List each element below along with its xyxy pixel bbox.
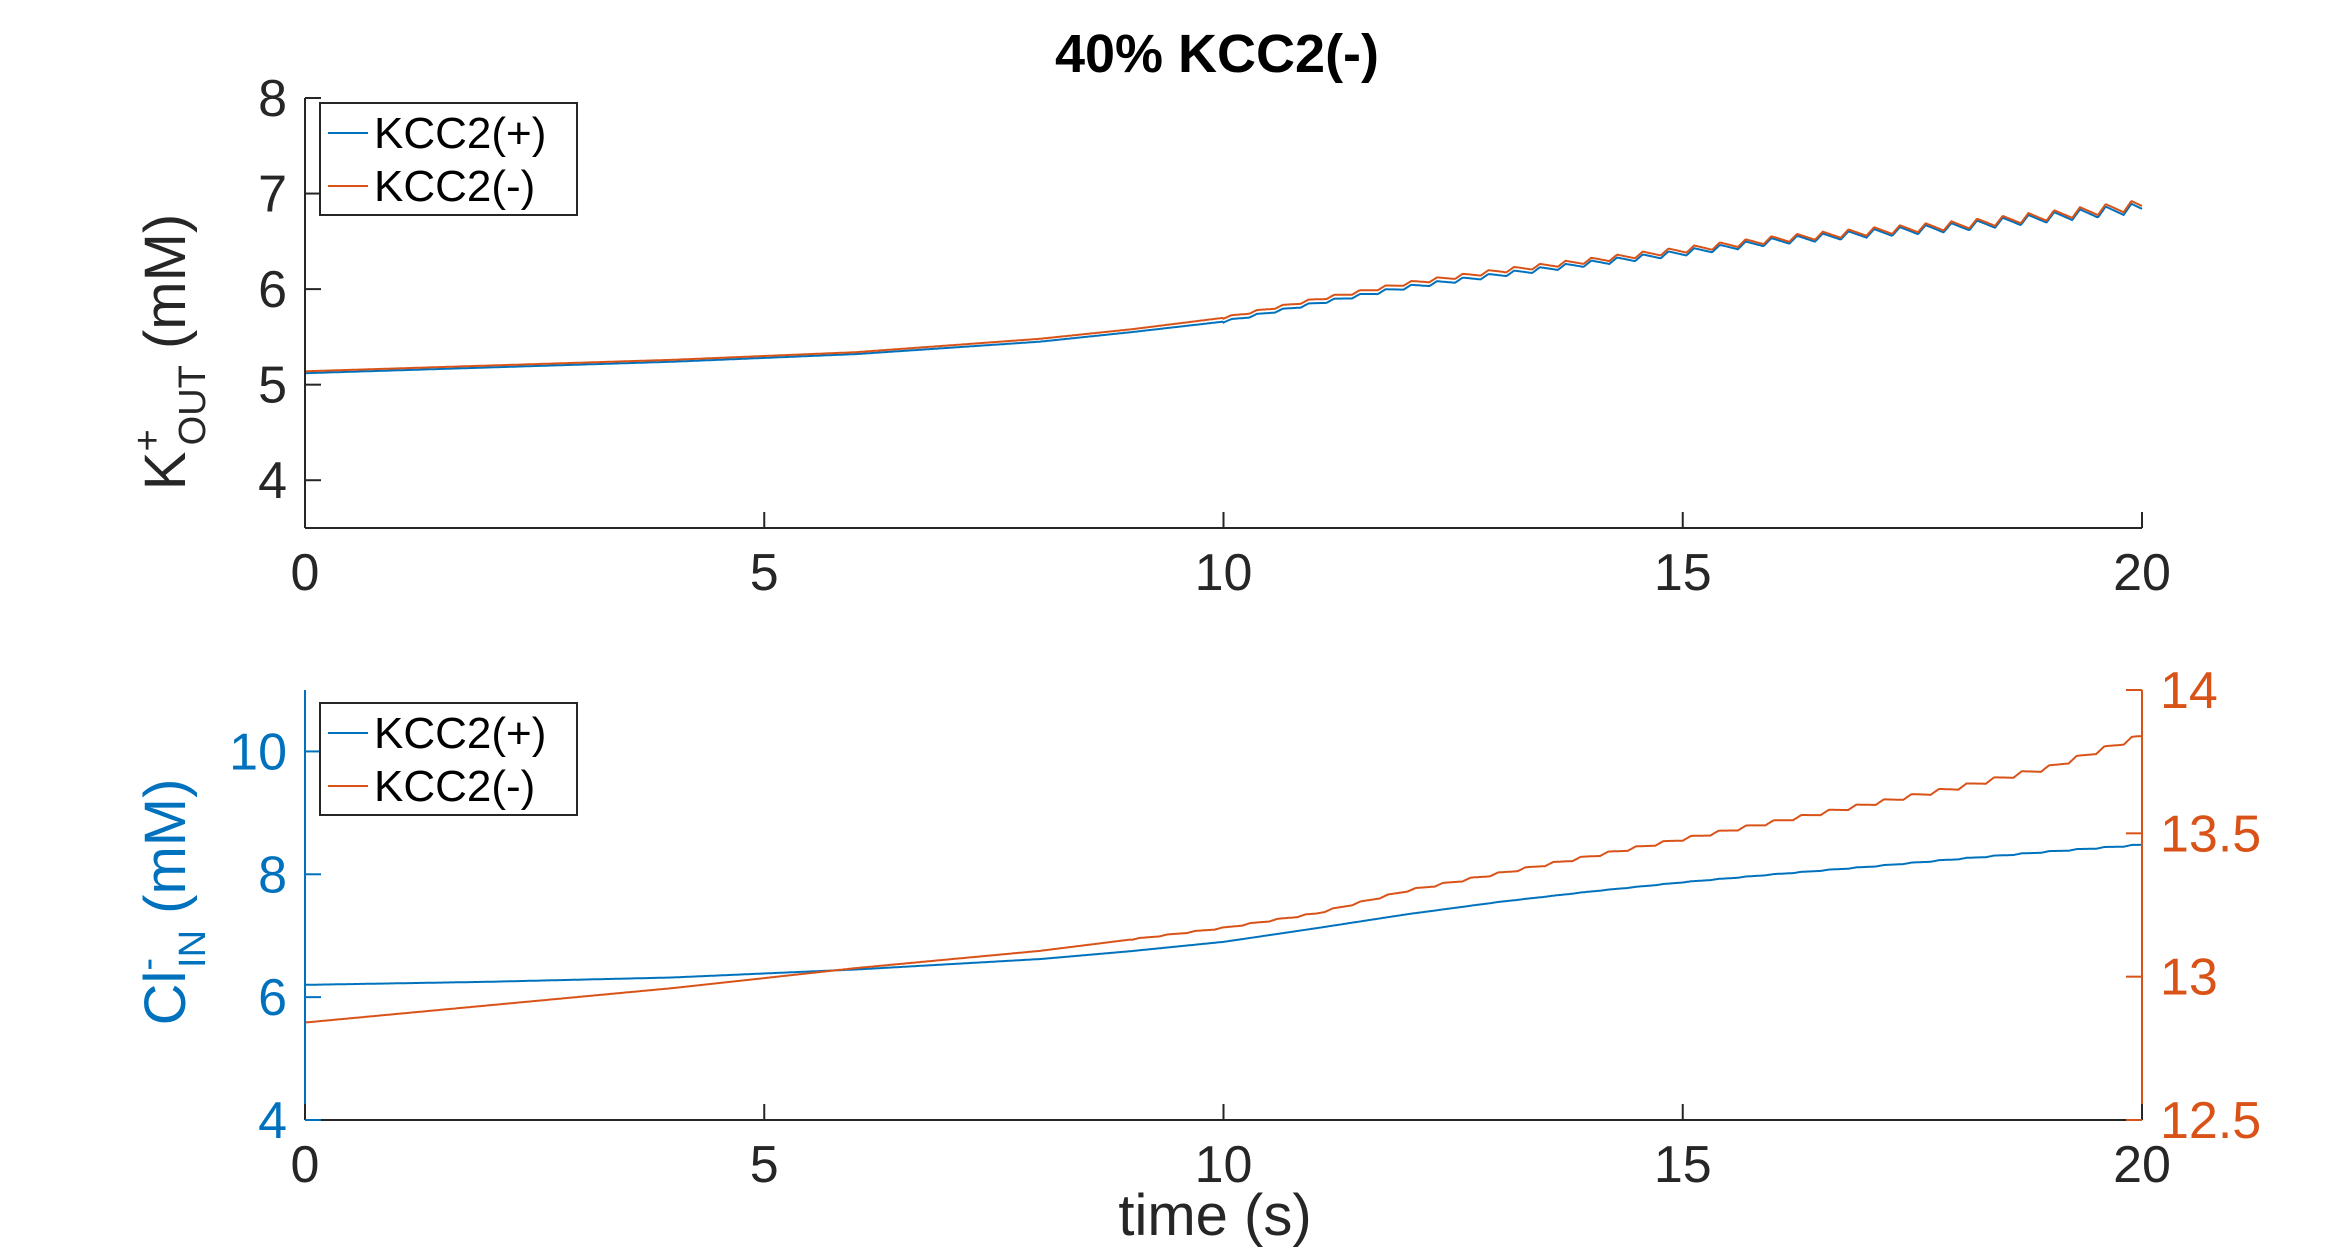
- bottom-y-axis-label: Cl-IN (mM): [127, 779, 214, 1026]
- bottom-x-tick-label: 5: [750, 1136, 779, 1194]
- bottom-y-tick-label-right: 12.5: [2160, 1092, 2261, 1150]
- top-y-tick-label: 6: [258, 261, 287, 319]
- bottom-legend-box: [319, 702, 578, 816]
- top-plot-area: [305, 200, 2143, 375]
- bottom-x-tick-label: 15: [1654, 1136, 1712, 1194]
- top-y-tick-label: 8: [258, 70, 287, 128]
- top-x-tick-label: 5: [750, 544, 779, 602]
- bottom-y-tick-label-left: 8: [258, 846, 287, 904]
- top-y-tick-label: 5: [258, 357, 287, 415]
- bottom-series-line-kcc2-minus: [304, 735, 2143, 1024]
- x-axis-label: time (s): [1118, 1183, 1311, 1248]
- bottom-legend-label-minus: KCC2(-): [374, 762, 535, 811]
- bottom-y-tick-label-right: 13.5: [2160, 805, 2261, 863]
- top-x-tick-label: 0: [291, 544, 320, 602]
- bottom-legend-label-plus: KCC2(+): [374, 709, 546, 758]
- top-legend: KCC2(+) KCC2(-): [319, 102, 578, 216]
- top-legend-label-minus: KCC2(-): [374, 162, 535, 211]
- top-series-line-kcc2-plus: [305, 202, 2143, 375]
- bottom-y-tick-label-left: 10: [229, 723, 287, 781]
- bottom-y-tick-label-left: 4: [258, 1092, 287, 1150]
- bottom-y-tick-label-right: 14: [2160, 662, 2218, 720]
- top-legend-box: [319, 102, 578, 216]
- top-series-line-kcc2-minus: [305, 200, 2143, 373]
- bottom-axes: 0 5 10 15 20 4 6 8 10 12.5 13 13.5 14: [229, 662, 2261, 1194]
- bottom-x-tick-label: 20: [2113, 1136, 2171, 1194]
- chart-title: 40% KCC2(-): [1055, 24, 1379, 84]
- top-legend-label-plus: KCC2(+): [374, 109, 546, 158]
- top-y-axis-label: K+OUT (mM): [127, 214, 214, 490]
- bottom-y-tick-label-right: 13: [2160, 949, 2218, 1007]
- plot-bottom: 0 5 10 15 20 4 6 8 10 12.5 13 13.5 14 Cl-IN (mM) tim…: [127, 662, 2261, 1248]
- plot-top: 0 5 10 15 20 4 5 6 7 8 K+OUT (mM) KCC2(+) KCC2(-): [127, 70, 2171, 602]
- top-x-tick-label: 20: [2113, 544, 2171, 602]
- bottom-y-tick-label-left: 6: [258, 969, 287, 1027]
- top-y-tick-label: 4: [258, 452, 287, 510]
- top-y-tick-label: 7: [258, 166, 287, 224]
- bottom-series-line-kcc2-plus: [304, 843, 2142, 986]
- top-x-tick-label: 15: [1654, 544, 1712, 602]
- bottom-x-tick-label: 0: [291, 1136, 320, 1194]
- bottom-plot-area: [304, 735, 2143, 1024]
- top-x-tick-label: 10: [1195, 544, 1253, 602]
- bottom-legend: KCC2(+) KCC2(-): [319, 702, 578, 816]
- bottom-x-tick-label: 10: [1195, 1136, 1253, 1194]
- top-axes: 0 5 10 15 20 4 5 6 7 8: [258, 70, 2171, 602]
